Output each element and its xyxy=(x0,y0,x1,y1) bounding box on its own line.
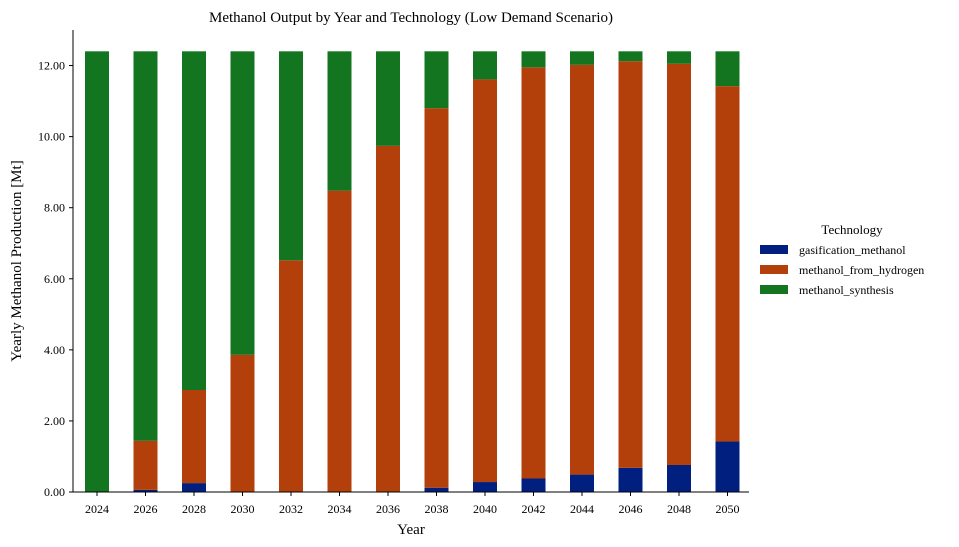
legend-title: Technology xyxy=(821,222,883,237)
bar-methanol_from_hydrogen-2034 xyxy=(327,190,352,492)
chart-title: Methanol Output by Year and Technology (… xyxy=(209,10,613,26)
bar-methanol_synthesis-2044 xyxy=(570,51,594,65)
legend-swatch-methanol_from_hydrogen xyxy=(760,265,788,274)
y-tick-label: 6.00 xyxy=(44,272,65,286)
bar-methanol_from_hydrogen-2046 xyxy=(618,61,643,468)
x-tick-label: 2044 xyxy=(570,502,594,516)
x-tick-label: 2028 xyxy=(182,502,206,516)
bar-gasification_methanol-2038 xyxy=(424,487,449,492)
bar-gasification_methanol-2048 xyxy=(667,464,691,492)
y-tick-label: 4.00 xyxy=(44,343,65,357)
x-tick-label: 2034 xyxy=(328,502,352,516)
x-ticks: 2024 2026 2028 2030 2032 2034 2036 2038 2040 2042… xyxy=(85,492,740,516)
legend-label-methanol_synthesis: methanol_synthesis xyxy=(799,283,894,297)
bar-methanol_synthesis-2028 xyxy=(182,51,206,391)
bar-methanol_synthesis-2026 xyxy=(133,51,158,441)
legend-swatch-methanol_synthesis xyxy=(760,285,788,294)
legend-swatch-gasification_methanol xyxy=(760,245,788,254)
bar-methanol_synthesis-2038 xyxy=(424,51,449,109)
bar-methanol_synthesis-2036 xyxy=(376,51,400,146)
bar-gasification_methanol-2028 xyxy=(182,483,206,492)
y-ticks: 0.00 2.00 4.00 6.00 8.00 10.00 12.00 xyxy=(38,59,73,499)
x-tick-label: 2032 xyxy=(279,502,303,516)
bar-gasification_methanol-2042 xyxy=(521,478,546,492)
bar-gasification_methanol-2044 xyxy=(570,474,594,492)
bar-methanol_from_hydrogen-2042 xyxy=(521,67,546,479)
y-tick-label: 0.00 xyxy=(44,485,65,499)
bar-methanol_synthesis-2034 xyxy=(327,51,352,191)
bars-layer xyxy=(85,51,740,492)
bar-methanol_from_hydrogen-2030 xyxy=(230,354,255,492)
bar-methanol_synthesis-2032 xyxy=(279,51,303,261)
x-tick-label: 2050 xyxy=(716,502,740,516)
legend-label-gasification_methanol: gasification_methanol xyxy=(799,243,906,257)
legend-label-methanol_from_hydrogen: methanol_from_hydrogen xyxy=(799,263,924,277)
y-tick-label: 10.00 xyxy=(38,130,65,144)
y-axis-title: Yearly Methanol Production [Mt] xyxy=(9,160,25,361)
bar-methanol_from_hydrogen-2032 xyxy=(279,260,303,492)
bar-methanol_synthesis-2046 xyxy=(618,51,643,62)
x-tick-label: 2038 xyxy=(425,502,449,516)
bar-methanol_from_hydrogen-2048 xyxy=(667,63,691,465)
bar-gasification_methanol-2046 xyxy=(618,467,643,492)
x-tick-label: 2048 xyxy=(667,502,691,516)
legend: Technology gasification_methanol methanol… xyxy=(760,222,924,297)
bar-methanol_synthesis-2030 xyxy=(230,51,255,355)
bar-methanol_from_hydrogen-2040 xyxy=(473,79,497,483)
bar-methanol_from_hydrogen-2026 xyxy=(133,440,158,490)
bar-methanol_synthesis-2050 xyxy=(715,51,740,87)
bar-gasification_methanol-2050 xyxy=(715,441,740,492)
x-tick-label: 2036 xyxy=(376,502,400,516)
bar-methanol_synthesis-2024 xyxy=(85,51,109,492)
bar-methanol_synthesis-2040 xyxy=(473,51,497,80)
x-tick-label: 2030 xyxy=(231,502,255,516)
y-tick-label: 2.00 xyxy=(44,414,65,428)
x-tick-label: 2024 xyxy=(85,502,109,516)
x-tick-label: 2046 xyxy=(619,502,643,516)
bar-gasification_methanol-2026 xyxy=(133,489,158,492)
x-tick-label: 2026 xyxy=(134,502,158,516)
y-tick-label: 12.00 xyxy=(38,59,65,73)
bar-methanol_synthesis-2042 xyxy=(521,51,546,68)
bar-methanol_from_hydrogen-2038 xyxy=(424,108,449,488)
x-tick-label: 2040 xyxy=(473,502,497,516)
x-tick-label: 2042 xyxy=(522,502,546,516)
bar-methanol_from_hydrogen-2036 xyxy=(376,145,400,492)
bar-methanol_from_hydrogen-2028 xyxy=(182,390,206,484)
bar-methanol_synthesis-2048 xyxy=(667,51,691,64)
bar-gasification_methanol-2040 xyxy=(473,482,497,492)
bar-methanol_from_hydrogen-2050 xyxy=(715,86,740,442)
bar-methanol_from_hydrogen-2044 xyxy=(570,64,594,475)
y-tick-label: 8.00 xyxy=(44,201,65,215)
x-axis-title: Year xyxy=(397,522,425,538)
